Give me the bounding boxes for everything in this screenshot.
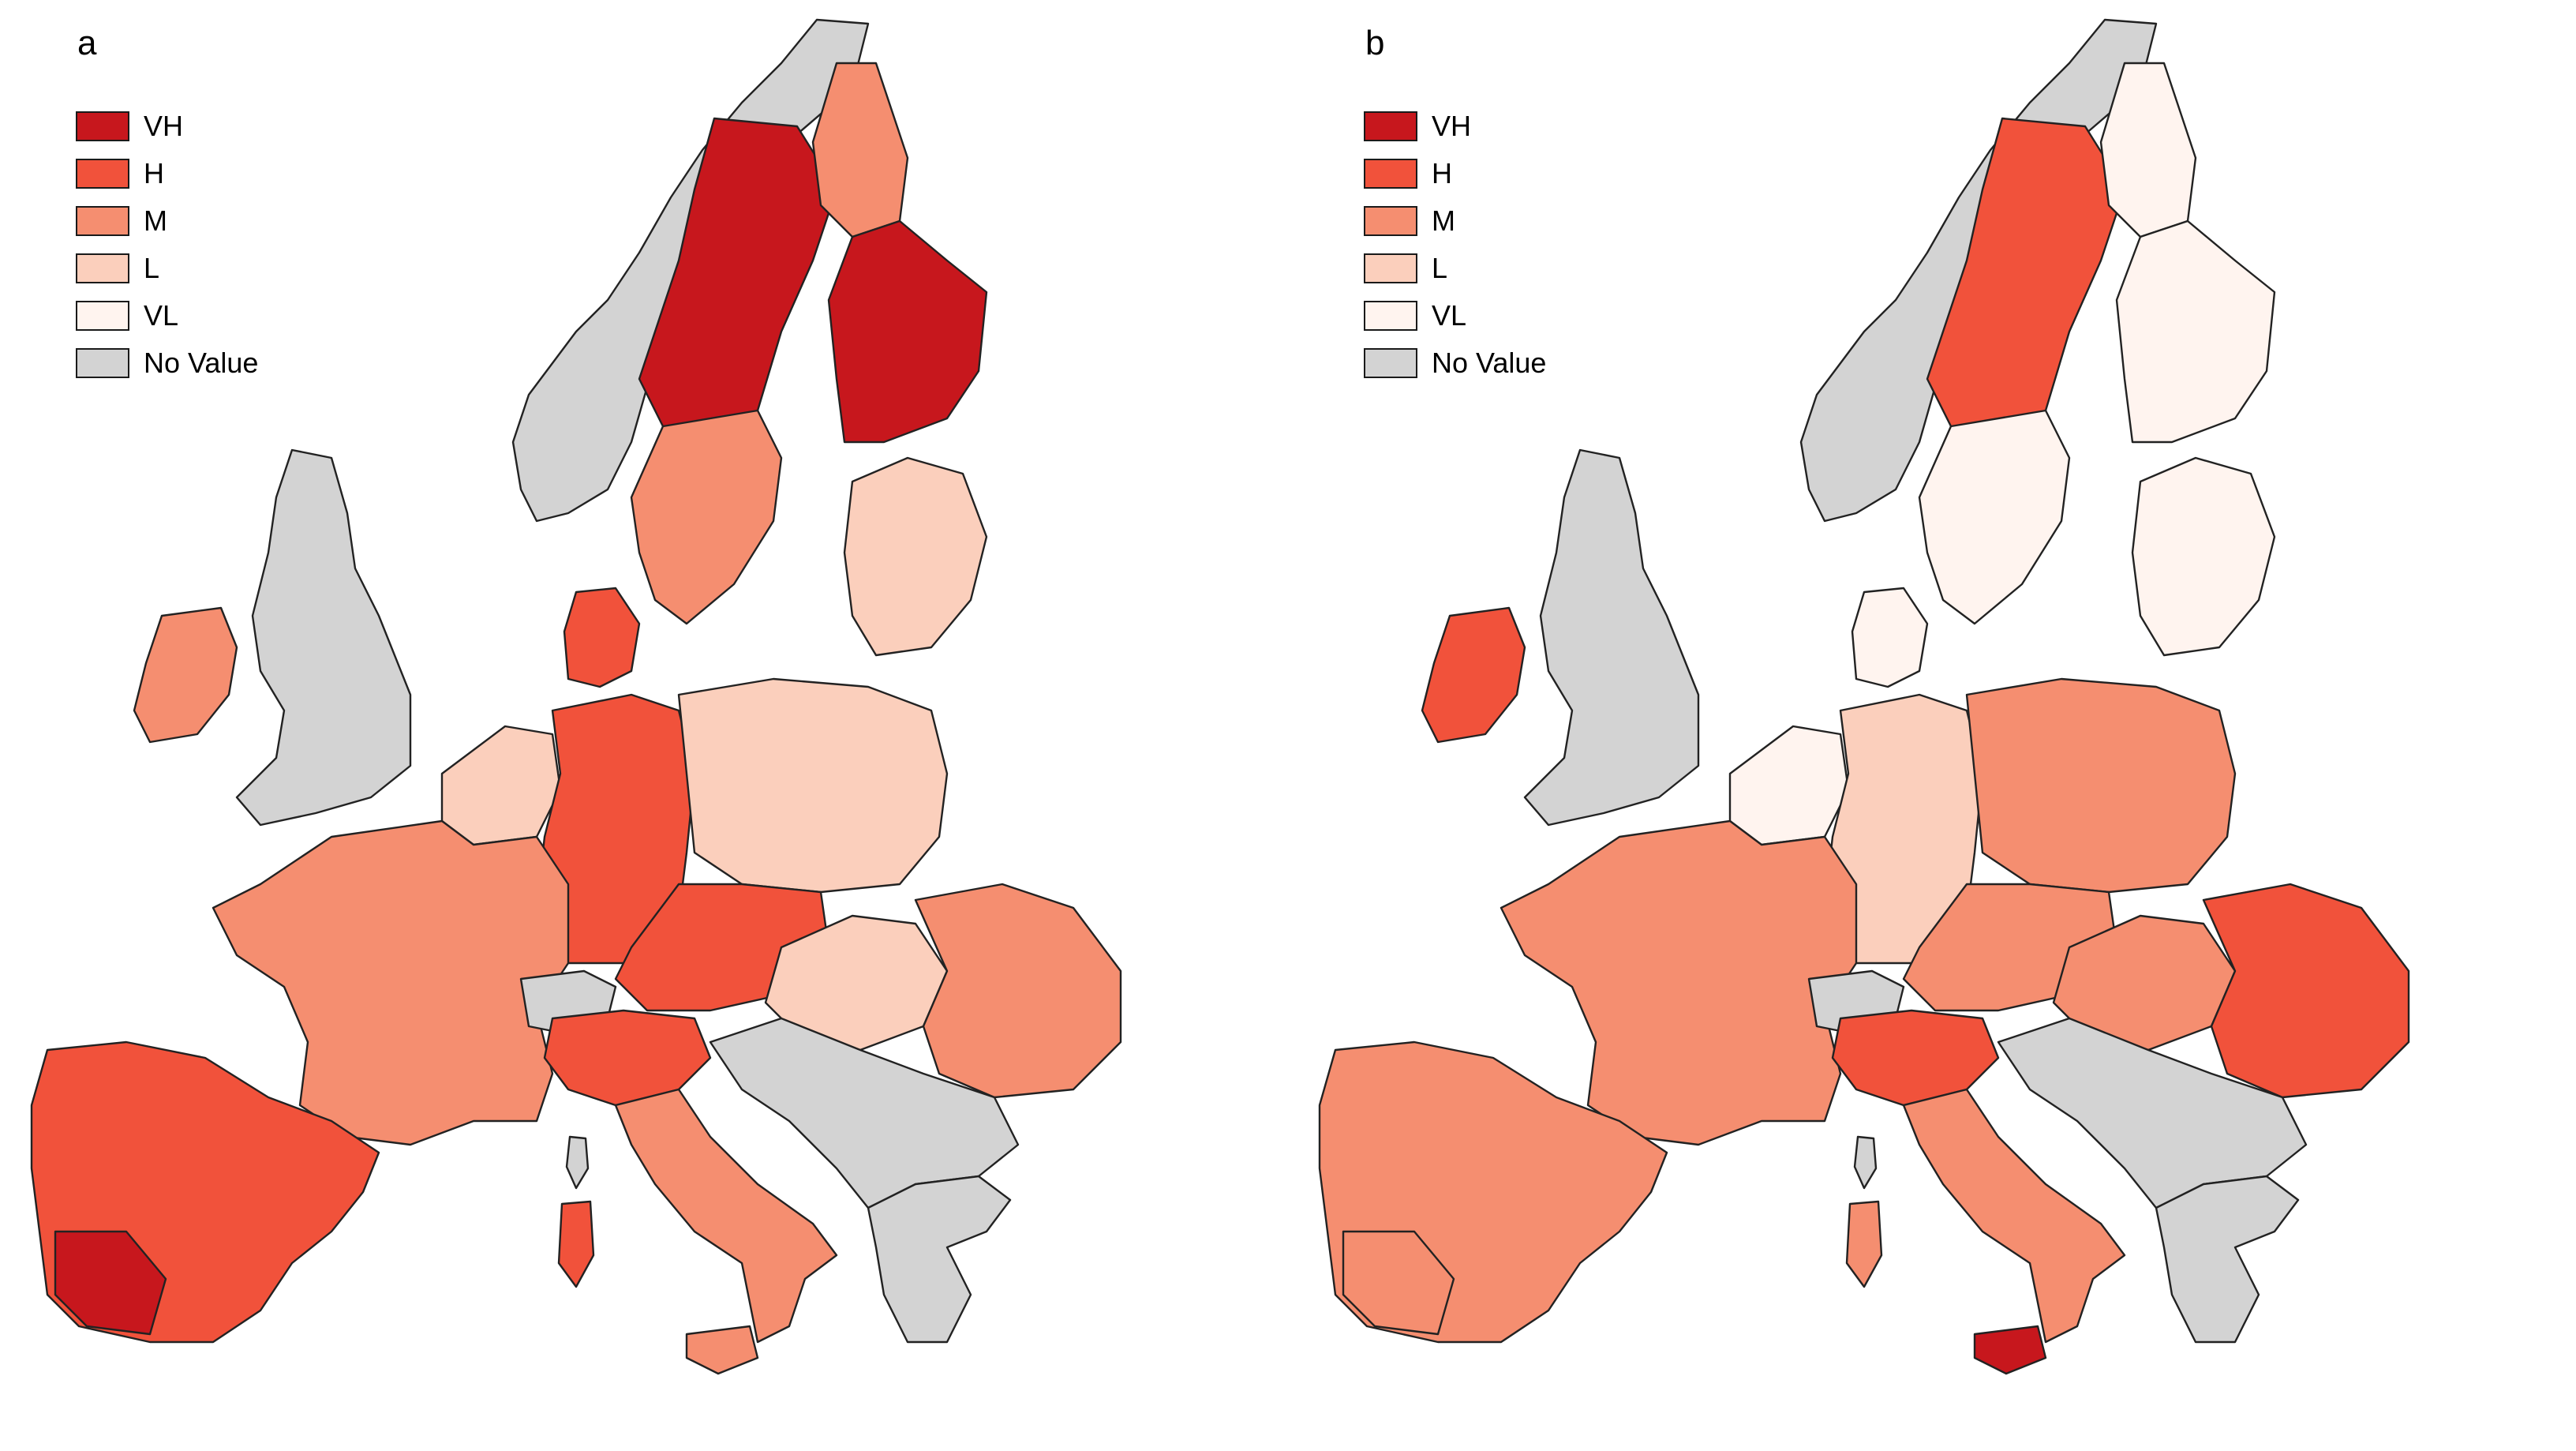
choropleth-map-a [30,18,1122,1375]
panel-label-b: b [1365,24,1385,62]
region-uk [1523,448,1700,827]
panel-label-a: a [77,24,97,62]
region-greece [2155,1175,2300,1344]
legend-label: VH [1432,110,1472,142]
region-finland-south [2115,219,2276,444]
legend-label: H [144,157,164,189]
region-denmark [1851,587,1929,688]
legend-b: VH H M L VL No Value [1364,110,1546,395]
legend-label: L [144,252,160,284]
map-panel-a: a VH H M L VL No Value [30,18,1122,1375]
region-ireland [1421,606,1526,744]
region-sicily [1973,1325,2047,1375]
legend-label: VL [1432,299,1467,332]
region-finland-south [827,219,988,444]
choropleth-map-b [1318,18,2410,1375]
legend-swatch [1364,348,1417,378]
region-benelux [440,725,562,846]
region-south-sweden [630,409,783,625]
region-uk [235,448,412,827]
legend-label: M [1432,204,1455,237]
region-baltics [2131,456,2276,657]
legend-item: L [76,252,258,284]
legend-item: L [1364,252,1546,284]
legend-swatch [76,206,129,236]
legend-swatch [1364,301,1417,331]
map-panel-b: b VH H M L VL No Value [1288,0,2576,1451]
region-corsica [565,1135,590,1190]
legend-label: H [1432,157,1452,189]
region-sardinia [1845,1200,1883,1288]
region-greece [867,1175,1012,1344]
legend-item: No Value [76,347,258,379]
region-italy-south [614,1088,838,1344]
region-france [212,819,570,1146]
legend-swatch [76,253,129,283]
legend-swatch [1364,253,1417,283]
legend-swatch [76,159,129,189]
region-denmark [563,587,641,688]
legend-a: VH H M L VL No Value [76,110,258,395]
region-sardinia [557,1200,595,1288]
region-france [1500,819,1858,1146]
legend-swatch [76,348,129,378]
legend-label: No Value [1432,347,1547,379]
region-poland [1965,677,2237,894]
legend-swatch [1364,159,1417,189]
region-baltics [843,456,988,657]
legend-item: VL [76,299,258,332]
region-italy-north [1831,1009,2000,1107]
legend-item: VH [76,110,258,142]
region-poland [677,677,949,894]
region-ireland [133,606,238,744]
legend-swatch [76,111,129,141]
legend-item: H [1364,157,1546,189]
region-italy-north [543,1009,712,1107]
legend-swatch [1364,111,1417,141]
legend-item: H [76,157,258,189]
legend-item: M [76,204,258,237]
legend-label: No Value [144,347,259,379]
region-italy-south [1902,1088,2126,1344]
legend-item: No Value [1364,347,1546,379]
legend-label: VH [144,110,184,142]
legend-swatch [1364,206,1417,236]
legend-label: L [1432,252,1448,284]
region-iberia-hot [54,1230,167,1336]
legend-label: M [144,204,167,237]
region-romania [914,883,1122,1099]
legend-item: VL [1364,299,1546,332]
region-south-sweden [1918,409,2071,625]
region-sicily [685,1325,759,1375]
legend-label: VL [144,299,179,332]
region-iberia-hot [1342,1230,1455,1336]
region-corsica [1853,1135,1878,1190]
legend-swatch [76,301,129,331]
legend-item: VH [1364,110,1546,142]
region-romania [2202,883,2410,1099]
region-benelux [1728,725,1850,846]
legend-item: M [1364,204,1546,237]
